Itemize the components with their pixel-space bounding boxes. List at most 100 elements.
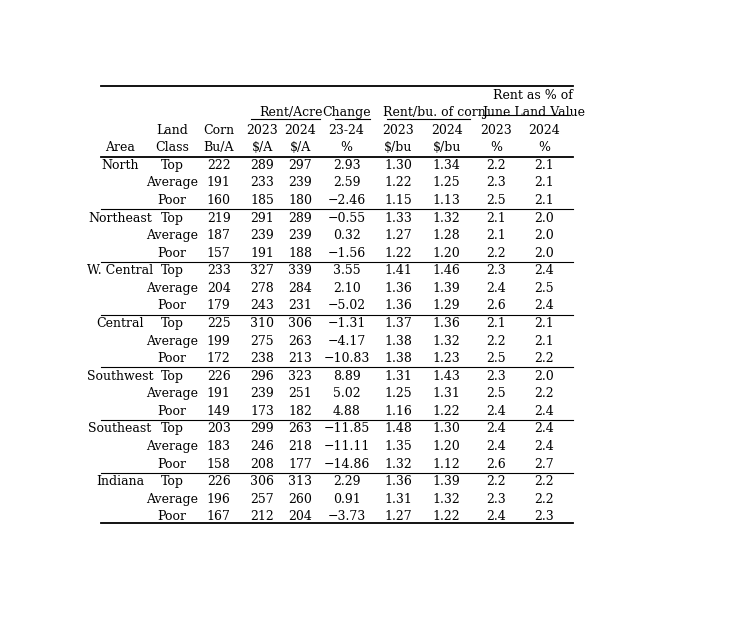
Text: %: % — [538, 141, 550, 154]
Text: −0.55: −0.55 — [328, 211, 366, 224]
Text: 2.2: 2.2 — [535, 493, 554, 506]
Text: 2.3: 2.3 — [486, 264, 506, 277]
Text: −11.11: −11.11 — [323, 440, 370, 453]
Text: 218: 218 — [288, 440, 312, 453]
Text: 278: 278 — [251, 282, 274, 295]
Text: 1.38: 1.38 — [385, 335, 412, 348]
Text: 172: 172 — [207, 352, 230, 365]
Text: 225: 225 — [207, 317, 230, 330]
Text: 2024: 2024 — [284, 124, 316, 137]
Text: 1.37: 1.37 — [385, 317, 412, 330]
Text: 1.22: 1.22 — [385, 247, 412, 260]
Text: 2024: 2024 — [430, 124, 463, 137]
Text: 2.3: 2.3 — [486, 370, 506, 383]
Text: 2.4: 2.4 — [486, 282, 506, 295]
Text: 2.4: 2.4 — [486, 440, 506, 453]
Text: Average: Average — [146, 493, 198, 506]
Text: 182: 182 — [288, 405, 312, 418]
Text: Indiana: Indiana — [96, 475, 144, 488]
Text: 2.6: 2.6 — [486, 458, 506, 471]
Text: 2.4: 2.4 — [534, 264, 554, 277]
Text: 313: 313 — [288, 475, 312, 488]
Text: 2.5: 2.5 — [486, 352, 506, 365]
Text: 2.2: 2.2 — [535, 475, 554, 488]
Text: 1.28: 1.28 — [433, 229, 460, 242]
Text: 188: 188 — [288, 247, 312, 260]
Text: 179: 179 — [207, 299, 230, 312]
Text: 2.1: 2.1 — [486, 317, 506, 330]
Text: 1.22: 1.22 — [433, 405, 460, 418]
Text: 263: 263 — [288, 422, 312, 435]
Text: 183: 183 — [207, 440, 231, 453]
Text: 1.27: 1.27 — [385, 229, 412, 242]
Text: 1.41: 1.41 — [385, 264, 412, 277]
Text: 306: 306 — [251, 475, 274, 488]
Text: 2.29: 2.29 — [333, 475, 360, 488]
Text: $/bu: $/bu — [384, 141, 412, 154]
Text: Top: Top — [160, 159, 184, 172]
Text: 5.02: 5.02 — [333, 388, 361, 401]
Text: 1.13: 1.13 — [433, 194, 460, 207]
Text: 1.36: 1.36 — [385, 299, 412, 312]
Text: 238: 238 — [251, 352, 274, 365]
Text: 2.1: 2.1 — [534, 335, 554, 348]
Text: 185: 185 — [251, 194, 274, 207]
Text: −3.73: −3.73 — [328, 510, 366, 523]
Text: 239: 239 — [251, 388, 274, 401]
Text: 2.5: 2.5 — [535, 282, 554, 295]
Text: 2.3: 2.3 — [486, 177, 506, 190]
Text: Rent as % of
June Land Value: Rent as % of June Land Value — [482, 89, 585, 119]
Text: 2.4: 2.4 — [534, 422, 554, 435]
Text: 2.0: 2.0 — [534, 247, 554, 260]
Text: 1.46: 1.46 — [433, 264, 460, 277]
Text: Top: Top — [160, 370, 184, 383]
Text: 1.16: 1.16 — [385, 405, 412, 418]
Text: Northeast: Northeast — [88, 211, 152, 224]
Text: 1.25: 1.25 — [385, 388, 412, 401]
Text: 1.31: 1.31 — [433, 388, 460, 401]
Text: −10.83: −10.83 — [323, 352, 370, 365]
Text: 1.27: 1.27 — [385, 510, 412, 523]
Text: 1.33: 1.33 — [385, 211, 412, 224]
Text: 2.1: 2.1 — [534, 194, 554, 207]
Text: 226: 226 — [207, 475, 230, 488]
Text: 231: 231 — [288, 299, 312, 312]
Text: 2.4: 2.4 — [534, 405, 554, 418]
Text: 1.36: 1.36 — [385, 282, 412, 295]
Text: 2.1: 2.1 — [534, 317, 554, 330]
Text: 2.1: 2.1 — [534, 177, 554, 190]
Text: 1.43: 1.43 — [433, 370, 460, 383]
Text: 1.39: 1.39 — [433, 282, 460, 295]
Text: Corn: Corn — [203, 124, 234, 137]
Text: 310: 310 — [251, 317, 274, 330]
Text: Poor: Poor — [158, 510, 187, 523]
Text: 2.2: 2.2 — [535, 388, 554, 401]
Text: Class: Class — [155, 141, 189, 154]
Text: Change: Change — [322, 106, 371, 119]
Text: Poor: Poor — [158, 299, 187, 312]
Text: 296: 296 — [251, 370, 274, 383]
Text: 8.89: 8.89 — [333, 370, 361, 383]
Text: 2.1: 2.1 — [486, 211, 506, 224]
Text: −11.85: −11.85 — [323, 422, 370, 435]
Text: 239: 239 — [288, 229, 312, 242]
Text: 149: 149 — [207, 405, 231, 418]
Text: 2.4: 2.4 — [486, 510, 506, 523]
Text: 2.4: 2.4 — [534, 440, 554, 453]
Text: Southeast: Southeast — [88, 422, 152, 435]
Text: 2.4: 2.4 — [534, 299, 554, 312]
Text: 297: 297 — [288, 159, 312, 172]
Text: 323: 323 — [288, 370, 312, 383]
Text: Poor: Poor — [158, 352, 187, 365]
Text: 1.32: 1.32 — [433, 335, 460, 348]
Text: 191: 191 — [251, 247, 274, 260]
Text: $/A: $/A — [290, 141, 310, 154]
Text: 2.7: 2.7 — [535, 458, 554, 471]
Text: 157: 157 — [207, 247, 230, 260]
Text: 196: 196 — [207, 493, 231, 506]
Text: 167: 167 — [207, 510, 231, 523]
Text: Average: Average — [146, 335, 198, 348]
Text: 2.2: 2.2 — [535, 352, 554, 365]
Text: 0.32: 0.32 — [333, 229, 361, 242]
Text: Top: Top — [160, 422, 184, 435]
